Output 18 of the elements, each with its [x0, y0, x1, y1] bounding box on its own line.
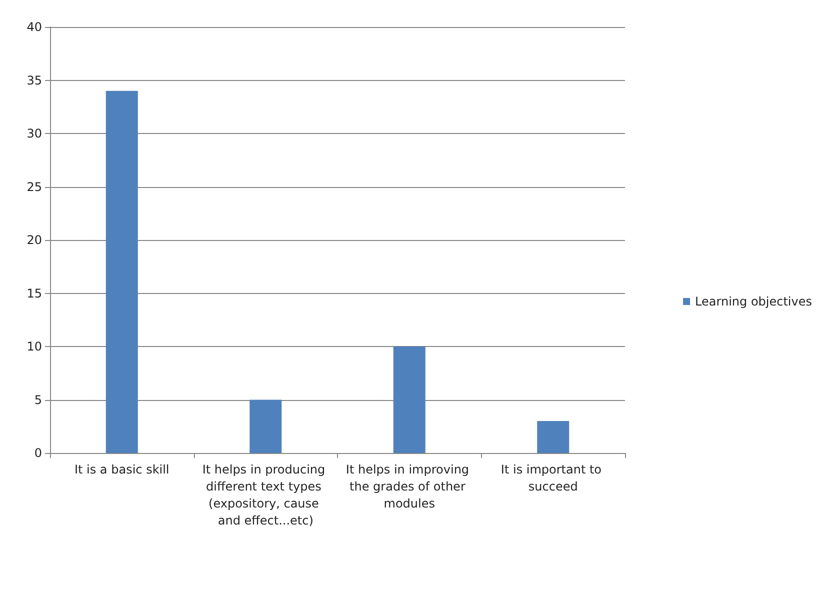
y-tick-label: 15	[26, 286, 42, 300]
x-tick-label: It helps in producing different text types (expository, cause and effect...etc)	[202, 462, 329, 528]
bar	[537, 421, 570, 453]
y-tick-label: 20	[26, 233, 42, 247]
y-tick-label: 30	[26, 126, 42, 140]
y-tick-label: 35	[26, 73, 42, 88]
legend-label: Learning objectives	[695, 294, 812, 308]
y-tick-label: 5	[34, 392, 42, 407]
x-tick-label: It is important to succeed	[500, 462, 606, 494]
x-tick-label: It helps in improving the grades of other modules	[346, 462, 473, 510]
y-tick-label: 0	[34, 446, 42, 460]
bar	[393, 346, 426, 453]
bar	[106, 90, 138, 453]
x-tick-label: It is a basic skill	[74, 462, 170, 476]
y-tick-label: 25	[26, 180, 42, 194]
y-tick-label: 40	[26, 20, 42, 34]
bar	[250, 400, 282, 453]
y-tick-label: 10	[26, 340, 42, 354]
